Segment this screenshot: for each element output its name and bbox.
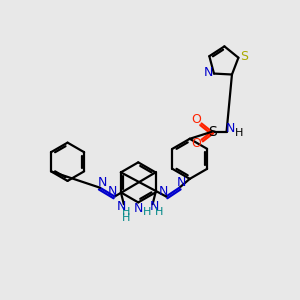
Text: N: N <box>134 202 143 215</box>
Text: N: N <box>177 176 187 189</box>
Text: N: N <box>159 185 169 198</box>
Text: N: N <box>149 200 159 213</box>
Text: O: O <box>191 113 201 127</box>
Text: H: H <box>122 207 130 218</box>
Text: N: N <box>117 200 126 213</box>
Text: H: H <box>155 207 163 218</box>
Text: H: H <box>122 213 130 223</box>
Text: N: N <box>98 176 107 189</box>
Text: S: S <box>240 50 248 63</box>
Text: O: O <box>191 137 201 150</box>
Text: N: N <box>225 122 235 135</box>
Text: H: H <box>235 128 243 138</box>
Text: H: H <box>143 207 152 218</box>
Text: N: N <box>204 66 213 79</box>
Text: N: N <box>108 185 117 198</box>
Text: S: S <box>208 125 217 139</box>
